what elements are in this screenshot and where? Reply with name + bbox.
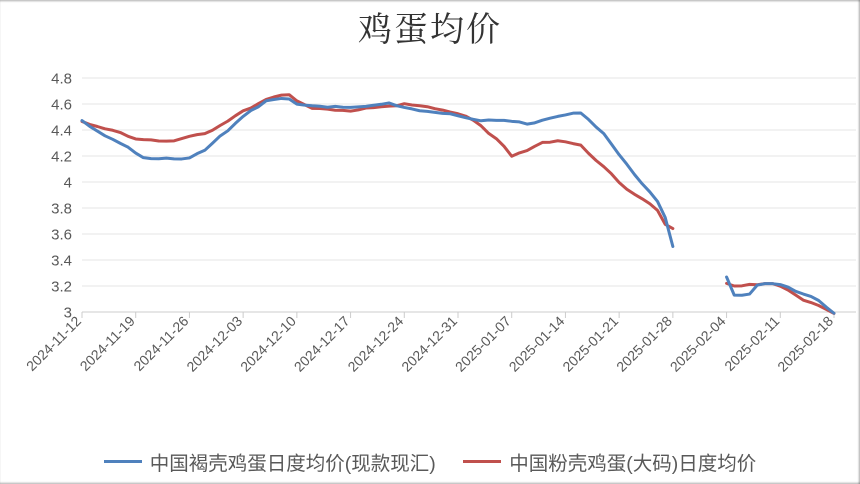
svg-text:2024-12-31: 2024-12-31	[398, 313, 460, 375]
svg-text:2024-11-19: 2024-11-19	[77, 313, 138, 374]
svg-text:4: 4	[64, 175, 72, 192]
svg-text:4.8: 4.8	[51, 71, 72, 88]
svg-text:2025-01-21: 2025-01-21	[559, 313, 621, 375]
svg-text:2024-12-10: 2024-12-10	[237, 313, 299, 375]
svg-text:3.2: 3.2	[51, 279, 72, 296]
svg-text:2025-01-07: 2025-01-07	[452, 313, 514, 375]
svg-text:2025-02-18: 2025-02-18	[774, 313, 836, 375]
svg-text:4.6: 4.6	[51, 97, 72, 114]
svg-text:3.4: 3.4	[51, 253, 72, 270]
svg-text:2024-12-17: 2024-12-17	[291, 313, 353, 375]
svg-text:2024-11-26: 2024-11-26	[130, 313, 191, 374]
svg-text:2025-01-14: 2025-01-14	[506, 313, 568, 375]
svg-text:4.4: 4.4	[51, 123, 72, 140]
svg-text:2025-02-11: 2025-02-11	[721, 313, 782, 374]
svg-text:2024-12-24: 2024-12-24	[344, 313, 406, 375]
svg-text:2024-11-12: 2024-11-12	[23, 313, 84, 374]
svg-text:2025-01-28: 2025-01-28	[613, 313, 675, 375]
svg-text:3.6: 3.6	[51, 227, 72, 244]
svg-text:3.8: 3.8	[51, 201, 72, 218]
svg-text:2024-12-03: 2024-12-03	[183, 313, 245, 375]
svg-text:2025-02-04: 2025-02-04	[667, 313, 729, 375]
svg-text:4.2: 4.2	[51, 149, 72, 166]
